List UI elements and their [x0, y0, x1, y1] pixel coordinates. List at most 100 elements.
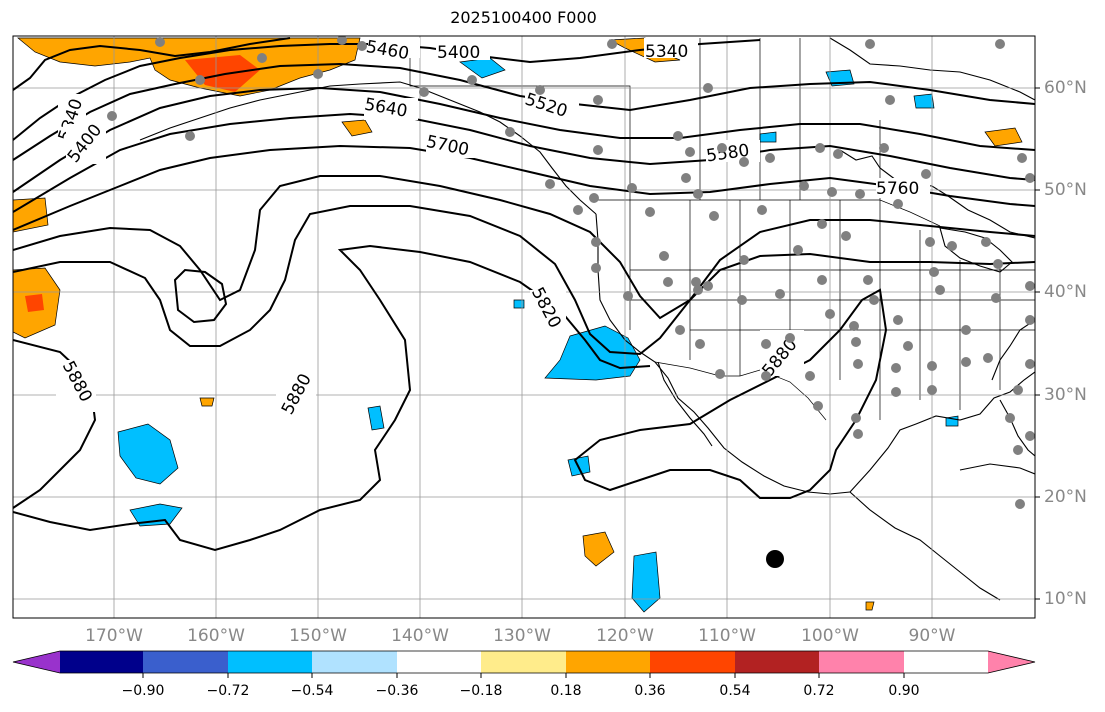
station-marker	[607, 39, 617, 49]
latitude-label: 10°N	[1044, 589, 1087, 609]
station-marker	[983, 353, 993, 363]
colorbar-tick-label: 0.18	[550, 683, 582, 699]
coastline-gulf	[849, 371, 1035, 493]
colorbar-tick-label: −0.54	[290, 683, 334, 699]
station-marker	[681, 173, 691, 183]
longitude-label: 140°W	[391, 626, 449, 646]
station-marker	[927, 385, 937, 395]
contour-labels: 5460 5400 5340 5520 5580 5640 5700 5760 …	[55, 37, 930, 418]
colorbar-tick-label: −0.18	[459, 683, 503, 699]
colorbar-segment	[60, 651, 143, 673]
colorbar-tick-label: −0.90	[121, 683, 165, 699]
station-marker	[785, 333, 795, 343]
negative-anomaly-patch	[367, 405, 385, 431]
station-marker	[757, 205, 767, 215]
contour-line	[573, 288, 888, 499]
station-marker	[1013, 445, 1023, 455]
contour-label-bg	[760, 330, 804, 376]
station-marker	[627, 183, 637, 193]
map-title: 2025100400 F000	[450, 8, 597, 27]
graticule	[13, 36, 1035, 618]
contour-label-bg	[56, 360, 96, 412]
longitude-label: 130°W	[493, 626, 551, 646]
station-marker	[903, 341, 913, 351]
station-marker	[869, 295, 879, 305]
station-marker	[675, 325, 685, 335]
station-marker	[591, 263, 601, 273]
station-marker	[589, 193, 599, 203]
station-marker	[961, 325, 971, 335]
station-marker	[739, 255, 749, 265]
colorbar-segment	[312, 651, 397, 673]
contour-label-5760: 5760	[876, 179, 919, 199]
cyclone-marker	[766, 550, 784, 568]
station-marker	[853, 429, 863, 439]
positive-anomaly-patch	[865, 601, 875, 611]
station-marker	[545, 179, 555, 189]
station-marker	[685, 147, 695, 157]
contour-line	[13, 112, 1035, 213]
station-marker	[921, 169, 931, 179]
station-marker	[891, 387, 901, 397]
station-marker	[827, 187, 837, 197]
station-marker	[313, 69, 323, 79]
station-marker	[761, 371, 771, 381]
alaska-canada-border	[409, 38, 631, 200]
station-marker	[155, 37, 165, 47]
station-marker	[817, 219, 827, 229]
station-marker	[813, 401, 823, 411]
station-marker	[1005, 413, 1015, 423]
latitude-label: 30°N	[1044, 385, 1087, 405]
station-marker	[947, 241, 957, 251]
colorbar-segment	[650, 651, 735, 673]
station-marker	[1025, 315, 1035, 325]
station-marker	[825, 309, 835, 319]
contour-closed-low	[173, 268, 228, 324]
contour-line	[13, 175, 1035, 320]
great-lakes	[939, 227, 1013, 273]
negative-anomaly-patch	[759, 131, 777, 143]
station-marker	[691, 277, 701, 287]
coastline-west-us	[595, 213, 851, 495]
station-marker	[717, 143, 727, 153]
negative-anomaly-patch	[513, 299, 525, 309]
station-marker	[929, 267, 939, 277]
colorbar-tick-label: −0.36	[375, 683, 419, 699]
contour-label-bg	[276, 364, 316, 416]
colorbar	[12, 650, 1036, 678]
station-marker	[927, 361, 937, 371]
station-marker	[853, 359, 863, 369]
contour-label-bg	[364, 98, 418, 120]
station-marker	[891, 363, 901, 373]
station-marker	[715, 369, 725, 379]
contour-line	[13, 339, 97, 509]
station-marker	[739, 157, 749, 167]
coastline-central-america	[849, 491, 1001, 601]
contour-label-bg	[66, 124, 106, 164]
station-marker	[993, 259, 1003, 269]
station-marker	[693, 189, 703, 199]
station-marker	[663, 277, 673, 287]
contour-label-bg	[525, 94, 579, 120]
political-borders	[409, 38, 1035, 421]
station-marker	[535, 85, 545, 95]
station-markers	[107, 36, 1035, 509]
positive-anomaly-patch	[984, 127, 1023, 147]
contour-line	[13, 86, 1035, 193]
station-marker	[981, 237, 991, 247]
station-marker	[357, 41, 367, 51]
colorbar-tick-label: 0.54	[719, 683, 751, 699]
longitude-label: 170°W	[85, 626, 143, 646]
florida	[999, 399, 1035, 457]
contour-line	[13, 39, 761, 141]
station-marker	[419, 87, 429, 97]
station-marker	[709, 211, 719, 221]
longitude-label: 150°W	[289, 626, 347, 646]
station-marker	[851, 413, 861, 423]
station-marker	[337, 36, 347, 45]
station-marker	[885, 95, 895, 105]
colorbar-segment	[819, 651, 904, 673]
station-marker	[851, 337, 861, 347]
station-marker	[467, 75, 477, 85]
